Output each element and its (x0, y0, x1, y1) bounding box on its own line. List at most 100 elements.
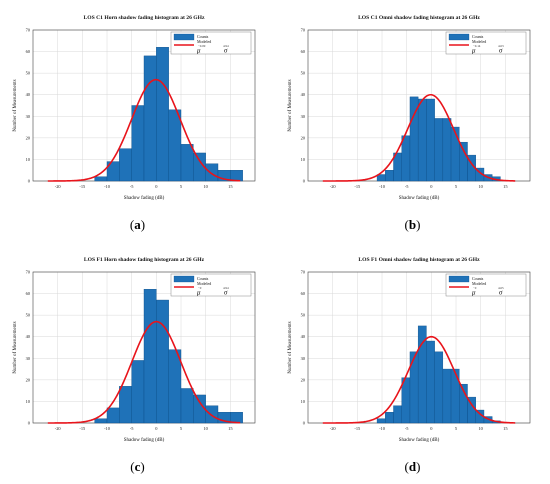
legend-entry-counts: Counts (472, 34, 484, 39)
x-tick-label: 15 (503, 184, 508, 189)
x-tick-label: -10 (379, 426, 386, 431)
legend-sigma-value: 4.63 (498, 44, 504, 48)
legend-mu-symbol: μ (472, 47, 476, 55)
legend-entry-counts: Counts (197, 276, 209, 281)
legend-entry-modeled: Modeled (197, 39, 211, 44)
panel-tag-b: (b) (404, 217, 421, 232)
y-axis-label: Number of Measurements (288, 79, 293, 131)
histogram-bar (450, 368, 460, 424)
y-tick-label: 0 (303, 179, 306, 184)
histogram-bar (385, 170, 394, 182)
x-tick-label: 0 (155, 184, 158, 189)
x-tick-label: 10 (203, 184, 208, 189)
histogram-bar (434, 351, 444, 424)
y-tick-label: 10 (301, 399, 306, 404)
chart-panel-c: LOS F1 Horn shadow fading histogram at 2… (0, 242, 275, 484)
histogram-bar (94, 176, 108, 182)
x-tick-label: -20 (55, 184, 62, 189)
y-tick-label: 40 (26, 92, 31, 97)
x-tick-label: -10 (104, 184, 111, 189)
x-tick-label: 15 (228, 426, 233, 431)
x-tick-label: -15 (354, 184, 361, 189)
y-tick-label: 20 (301, 135, 306, 140)
x-axis-label: Shadow fading (dB) (399, 438, 440, 443)
chart-title: LOS C1 Horn shadow fading histogram at 2… (84, 15, 205, 21)
y-tick-label: 20 (301, 377, 306, 382)
legend-swatch-counts (448, 275, 470, 283)
histogram-d: LOS F1 Omni shadow fading histogram at 2… (288, 257, 531, 443)
y-tick-label: 60 (301, 49, 306, 54)
chart-title: LOS F1 Horn shadow fading histogram at 2… (84, 257, 205, 263)
x-tick-label: -15 (79, 426, 86, 431)
legend-entry-counts: Counts (197, 34, 209, 39)
y-tick-label: 60 (26, 291, 31, 296)
histogram-bar (131, 105, 145, 182)
histogram-bar (385, 412, 394, 424)
y-tick-label: 10 (26, 399, 31, 404)
histogram-bar (131, 360, 145, 424)
x-tick-label: -20 (55, 426, 62, 431)
legend-sigma-symbol: σ (224, 47, 228, 55)
x-tick-label: -5 (405, 426, 409, 431)
y-tick-label: 50 (26, 71, 31, 76)
x-tick-label: -15 (79, 184, 86, 189)
legend-mu-symbol: μ (197, 47, 201, 55)
y-tick-label: 70 (301, 28, 306, 33)
histogram-bar (450, 126, 460, 182)
y-tick-label: 50 (26, 313, 31, 318)
legend-sigma-value: 4.65 (498, 286, 504, 290)
legend-swatch-counts (173, 275, 195, 283)
histogram-bar (143, 55, 157, 182)
x-axis-label: Shadow fading (dB) (124, 196, 165, 201)
y-tick-label: 30 (301, 356, 306, 361)
x-tick-label: 10 (478, 184, 483, 189)
histogram-bar (434, 118, 444, 182)
x-tick-label: 0 (430, 184, 433, 189)
y-tick-label: 30 (26, 356, 31, 361)
y-tick-label: 30 (26, 114, 31, 119)
y-tick-label: 60 (301, 291, 306, 296)
histogram-b: LOS C1 Omni shadow fading histogram at 2… (288, 15, 531, 201)
histogram-bar (393, 405, 402, 424)
histogram-bar (230, 170, 243, 182)
histogram-bar (143, 289, 157, 424)
x-tick-label: -10 (379, 184, 386, 189)
histogram-bar (376, 418, 386, 424)
legend-mu-value: −0 (198, 286, 202, 290)
y-tick-label: 0 (28, 179, 31, 184)
y-tick-label: 50 (301, 71, 306, 76)
chart-title: LOS C1 Omni shadow fading histogram at 2… (358, 15, 480, 21)
panel-tag-d: (d) (404, 459, 421, 474)
histogram-bar (180, 144, 194, 182)
histogram-bar (119, 148, 132, 182)
x-tick-label: 5 (455, 184, 458, 189)
chart-title: LOS F1 Omni shadow fading histogram at 2… (358, 257, 480, 263)
y-tick-label: 40 (301, 92, 306, 97)
panel-tag-c: (c) (130, 459, 145, 474)
legend-entry-modeled: Modeled (472, 281, 486, 286)
legend-sigma-value: 4.94 (223, 44, 229, 48)
histogram-bar (156, 299, 169, 424)
legend-swatch-counts (448, 33, 470, 41)
x-axis-label: Shadow fading (dB) (124, 438, 165, 443)
legend-sigma-value: 4.94 (223, 286, 229, 290)
histogram-bar (94, 418, 108, 424)
legend-swatch-counts (173, 33, 195, 41)
y-tick-label: 60 (26, 49, 31, 54)
x-tick-label: 10 (478, 426, 483, 431)
legend-mu-symbol: μ (197, 289, 201, 297)
chart-panel-a: LOS C1 Horn shadow fading histogram at 2… (0, 0, 275, 242)
histogram-bar (106, 407, 120, 424)
x-tick-label: -5 (130, 426, 134, 431)
histogram-bar (168, 109, 182, 182)
legend-entry-counts: Counts (472, 276, 484, 281)
legend-mu-symbol: μ (472, 289, 476, 297)
x-tick-label: 5 (180, 184, 183, 189)
legend-entry-modeled: Modeled (472, 39, 486, 44)
chart-panel-b: LOS C1 Omni shadow fading histogram at 2… (275, 0, 550, 242)
